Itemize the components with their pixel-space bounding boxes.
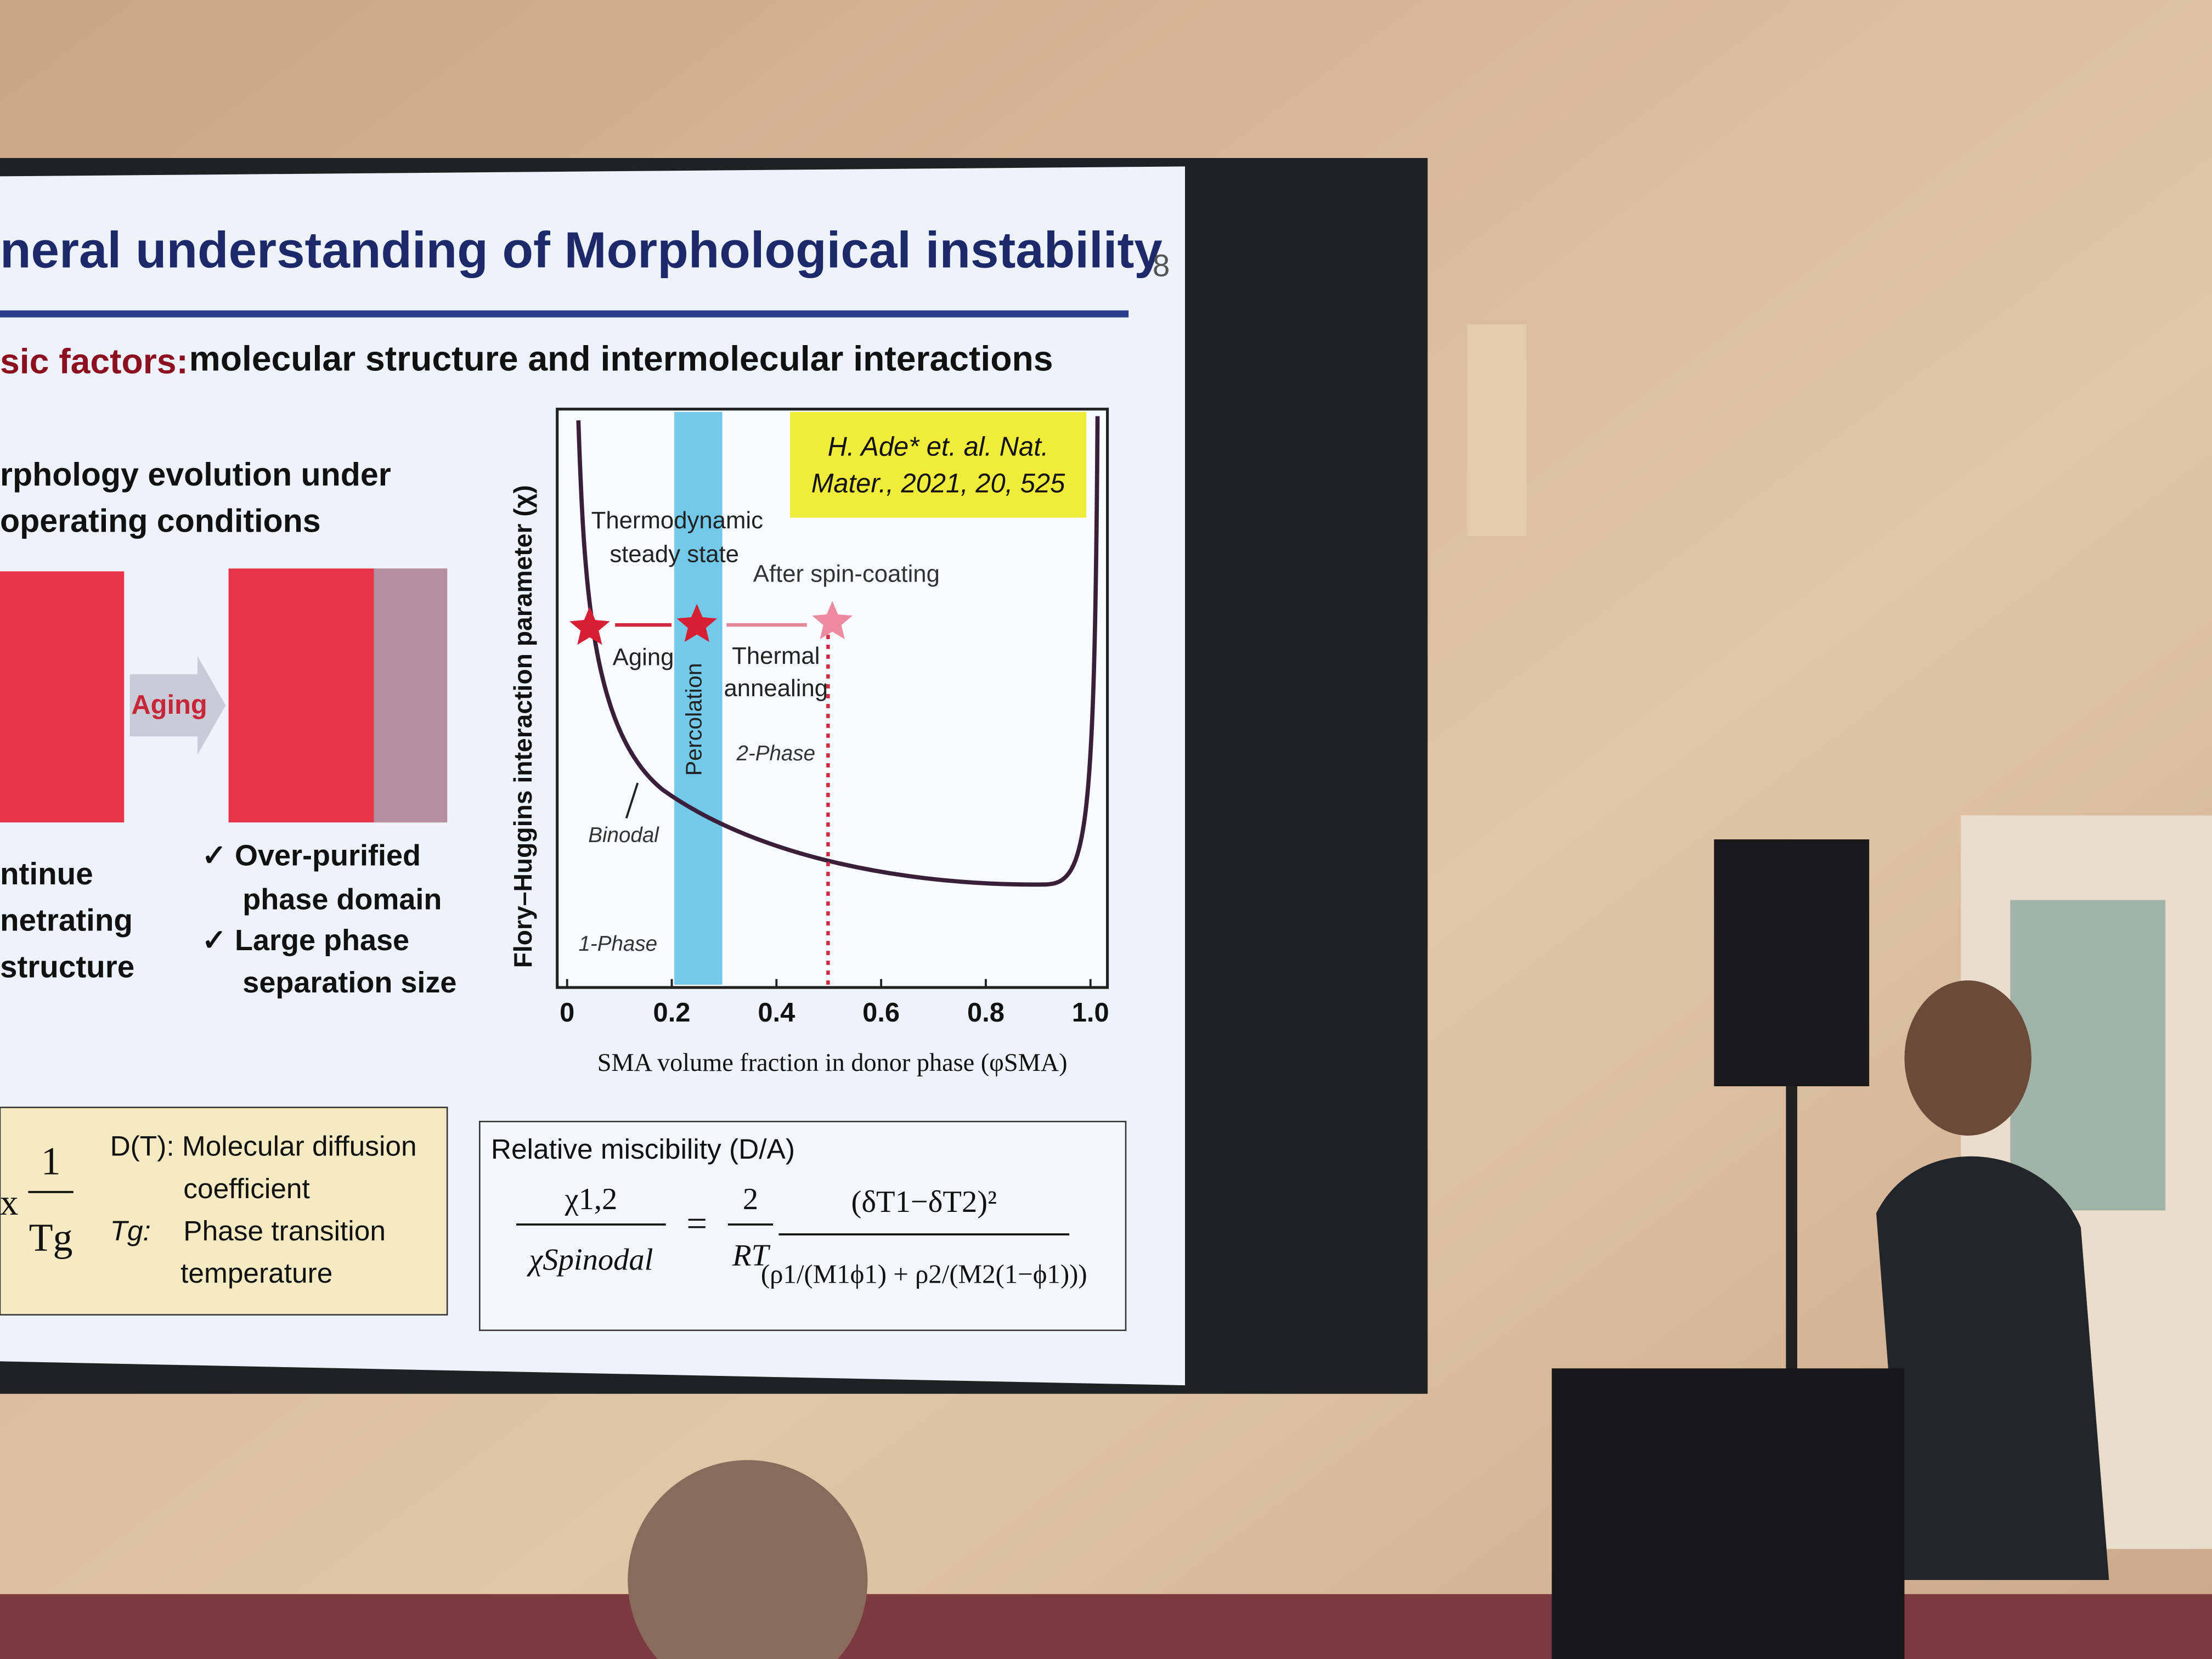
diffusion-text: D(T): Molecular diffusion	[110, 1130, 417, 1162]
annotation: Thermal	[732, 642, 820, 669]
slide-title: neral understanding of Morphological ins…	[0, 221, 1163, 278]
arrow	[129, 656, 226, 755]
x-tick-label: 0.8	[967, 998, 1005, 1028]
x-tick-label: 0.6	[862, 998, 900, 1028]
annotation: Binodal	[588, 823, 659, 847]
presenter-head	[1904, 980, 2032, 1136]
x-tick-label: 0	[560, 998, 574, 1028]
presenter-body	[1876, 1156, 2109, 1580]
diffusion-text: Tg:	[110, 1215, 151, 1246]
star	[569, 606, 610, 645]
diffusion-text: temperature	[180, 1257, 332, 1289]
annotation: Thermodynamic	[591, 507, 763, 534]
right-point: ✓ Over-purified	[202, 839, 421, 872]
reference: H. Ade* et. al. Nat.	[828, 432, 1049, 462]
x-tick-label: 0.2	[653, 998, 691, 1028]
morphology-image	[374, 568, 448, 823]
formula-part: Tg	[29, 1215, 73, 1259]
subtitle-emphasis: sic factors:	[0, 341, 188, 381]
annotation: annealing	[724, 675, 828, 702]
speaker-stand	[1786, 1086, 1797, 1383]
y-axis-label: Flory–Huggins interaction parameter (χ)	[509, 485, 537, 968]
formula-part: χ1,2	[565, 1182, 618, 1216]
wall-lamp	[1467, 324, 1527, 537]
percolation-band	[674, 411, 723, 985]
formula-part: 1	[41, 1139, 61, 1183]
right-point: phase domain	[242, 883, 442, 916]
binodal-curve	[576, 416, 1100, 887]
arrow-label: Aging	[131, 690, 207, 720]
annotation: Aging	[613, 644, 674, 670]
left-point: netrating	[0, 903, 133, 938]
left-heading: operating conditions	[0, 503, 321, 539]
left-point: ntinue	[0, 856, 93, 891]
diffusion-box	[0, 1107, 448, 1316]
audience-head	[628, 1460, 868, 1659]
diffusion-text: coefficient	[183, 1172, 310, 1204]
subtitle: molecular structure and intermolecular i…	[189, 338, 1053, 378]
left-point: structure	[0, 950, 134, 984]
annotation: 1-Phase	[578, 932, 657, 956]
door-glass	[2010, 900, 2166, 1211]
miscibility-title: Relative miscibility (D/A)	[491, 1133, 795, 1165]
formula-part: =	[686, 1203, 707, 1244]
annotation: 2-Phase	[736, 742, 815, 765]
reference: Mater., 2021, 20, 525	[811, 469, 1065, 498]
diffusion-text: Phase transition	[183, 1215, 386, 1246]
formula-part: x	[0, 1182, 18, 1223]
right-point: ✓ Large phase	[202, 924, 409, 957]
formula-part: RT	[732, 1239, 771, 1273]
left-heading: rphology evolution under	[0, 456, 391, 493]
annotation: Percolation	[681, 663, 707, 776]
annotation: steady state	[610, 541, 739, 568]
formula-part: 2	[743, 1182, 758, 1216]
page-number: 8	[1153, 249, 1170, 283]
star	[812, 601, 853, 640]
formula-part: (ρ1/(M1ϕ1) + ρ2/(M2(1−ϕ1)))	[761, 1259, 1087, 1289]
miscibility-box	[479, 1121, 1127, 1331]
x-tick-label: 1.0	[1072, 998, 1109, 1028]
formula-part: χSpinodal	[526, 1243, 653, 1277]
arrow	[625, 782, 639, 819]
formula-part: (δT1−δT2)²	[851, 1185, 997, 1219]
title-rule	[0, 310, 1129, 318]
annotation: After spin-coating	[753, 561, 940, 588]
morphology-image	[0, 571, 125, 823]
speaker-box	[1714, 839, 1870, 1086]
star	[676, 603, 718, 642]
podium	[1551, 1368, 1905, 1659]
right-point: separation size	[242, 966, 456, 999]
x-axis-label: SMA volume fraction in donor phase (φSMA…	[597, 1049, 1068, 1077]
x-tick-label: 0.4	[758, 998, 795, 1028]
reference-box	[790, 411, 1086, 518]
